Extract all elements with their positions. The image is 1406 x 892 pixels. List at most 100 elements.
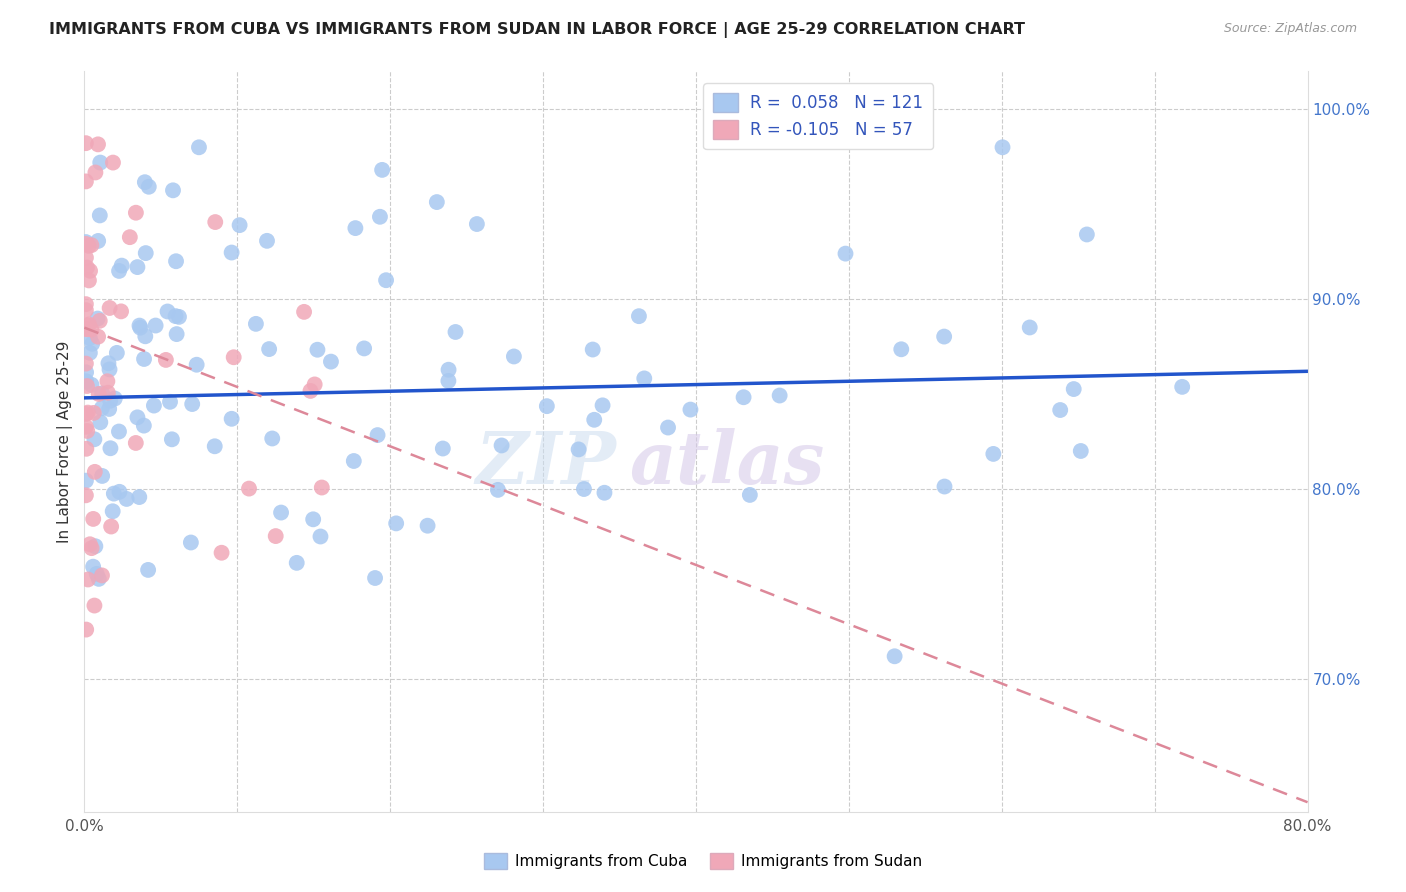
Point (128, 318, 150, 333)
Point (1018, 320, 1040, 334)
Point (75, 419, 97, 434)
Point (87, 137, 110, 152)
Point (138, 179, 160, 194)
Point (221, 245, 243, 260)
Point (75, 235, 97, 249)
Point (76, 379, 98, 393)
Point (142, 399, 165, 413)
Point (416, 518, 439, 533)
Point (98, 393, 121, 408)
Point (983, 447, 1005, 461)
Y-axis label: In Labor Force | Age 25-29: In Labor Force | Age 25-29 (58, 341, 73, 542)
Point (934, 329, 956, 343)
Point (132, 418, 155, 433)
Point (159, 394, 181, 409)
Point (80, 322, 103, 336)
Point (593, 485, 616, 500)
Point (181, 397, 204, 411)
Point (115, 491, 138, 506)
Point (991, 140, 1014, 154)
Point (1049, 403, 1071, 417)
Point (76, 260, 98, 275)
Point (89, 209, 111, 223)
Point (75, 303, 97, 318)
Point (437, 362, 460, 376)
Point (353, 342, 375, 356)
Point (292, 305, 315, 319)
Point (76, 424, 98, 438)
Point (77, 273, 100, 287)
Point (1070, 444, 1092, 458)
Point (890, 343, 912, 357)
Point (204, 215, 226, 229)
Point (132, 351, 155, 366)
Point (204, 439, 226, 453)
Point (118, 230, 141, 244)
Point (302, 512, 325, 526)
Point (76, 322, 98, 336)
Point (79, 331, 101, 345)
Point (98, 401, 121, 416)
Point (90, 401, 112, 416)
Point (307, 343, 329, 357)
Point (75, 488, 97, 502)
Point (582, 343, 605, 357)
Point (87, 387, 110, 401)
Point (536, 399, 558, 413)
Point (89, 415, 111, 429)
Point (633, 371, 655, 385)
Point (125, 205, 148, 219)
Point (84, 165, 107, 179)
Point (125, 436, 148, 450)
Point (155, 353, 177, 368)
Point (77, 239, 100, 253)
Point (432, 442, 454, 456)
Point (211, 546, 233, 560)
Point (343, 454, 366, 468)
Point (79, 346, 101, 360)
Point (96, 374, 118, 388)
Point (84, 539, 107, 553)
Point (87, 329, 110, 343)
Point (135, 246, 157, 260)
Point (75, 442, 97, 456)
Point (368, 210, 391, 224)
Point (165, 254, 187, 268)
Point (75, 136, 97, 151)
Point (86, 311, 108, 326)
Text: ZIP: ZIP (475, 428, 616, 500)
Point (270, 506, 292, 520)
Point (86, 566, 108, 581)
Point (166, 327, 188, 342)
Point (127, 260, 149, 274)
Point (76, 406, 98, 420)
Point (167, 310, 190, 324)
Point (437, 374, 460, 388)
Point (136, 563, 159, 577)
Point (444, 325, 467, 339)
Point (91, 469, 114, 483)
Point (76, 318, 98, 333)
Point (769, 388, 792, 402)
Point (91, 568, 114, 582)
Point (101, 155, 124, 169)
Point (75, 322, 97, 336)
Point (156, 304, 179, 318)
Point (101, 504, 124, 518)
Point (97, 356, 120, 370)
Point (75, 174, 97, 188)
Point (80, 541, 103, 555)
Point (245, 317, 267, 331)
Point (627, 309, 650, 323)
Point (264, 529, 287, 543)
Point (83, 406, 105, 420)
Point (75, 297, 97, 311)
Point (375, 273, 398, 287)
Point (568, 442, 591, 457)
Point (89, 314, 111, 328)
Point (89, 155, 111, 169)
Point (162, 183, 184, 197)
Point (364, 571, 387, 585)
Point (129, 320, 152, 334)
Point (79, 264, 101, 278)
